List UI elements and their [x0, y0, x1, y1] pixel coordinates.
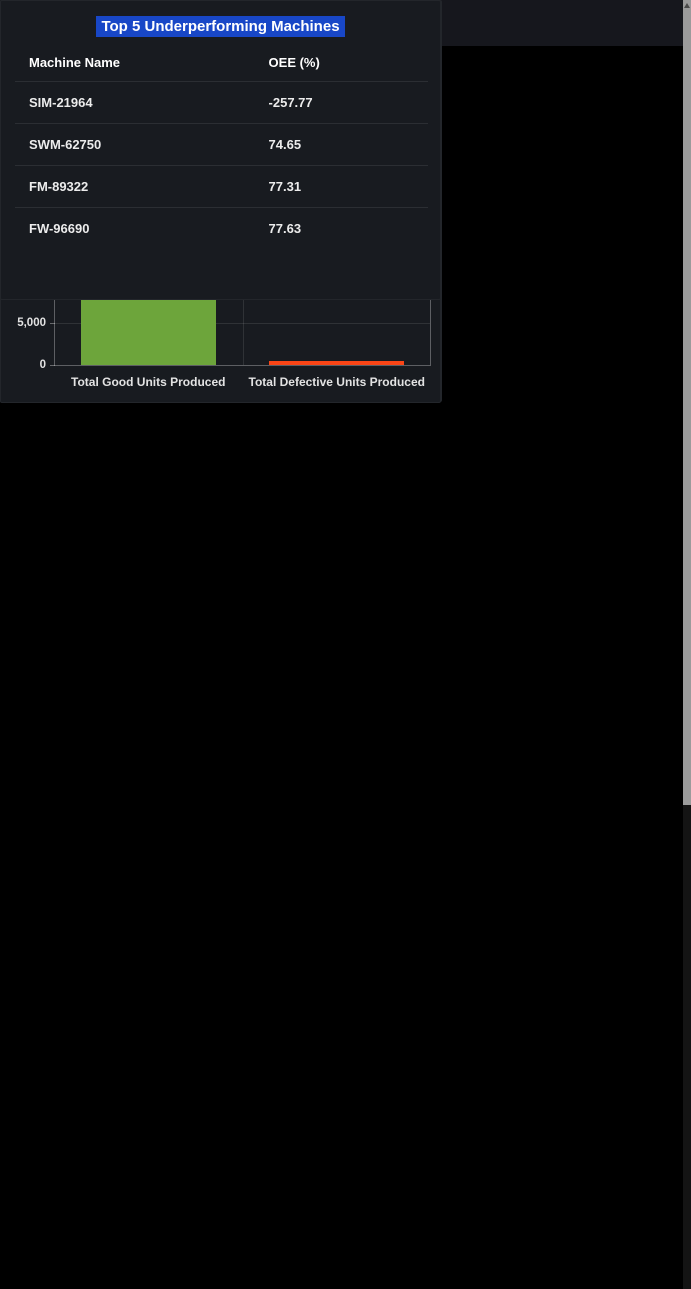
machines-table: Machine Name OEE (%) SIM-21964 -257.77 SWM-… — [15, 45, 428, 249]
x-tick-label: Total Good Units Produced — [71, 375, 226, 389]
oee-value-cell: 74.65 — [254, 122, 428, 165]
table-row: SWM-62750 74.65 — [15, 122, 428, 165]
table-title: Top 5 Underperforming Machines — [96, 16, 345, 37]
axis-tick — [50, 322, 55, 324]
oee-value-cell: 77.63 — [254, 206, 428, 249]
bar[interactable] — [268, 360, 404, 365]
table-title-wrap: Top 5 Underperforming Machines — [1, 16, 440, 37]
gridline — [55, 322, 430, 324]
table-row: FW-96690 77.63 — [15, 206, 428, 249]
column-header: OEE (%) — [268, 55, 320, 71]
y-tick-label: 0 — [39, 359, 46, 371]
table-row: FM-89322 77.31 — [15, 164, 428, 207]
scrollbar-track[interactable] — [683, 0, 691, 1289]
scroll-up-arrow-icon — [684, 3, 690, 8]
machine-name-cell: FW-96690 — [15, 206, 255, 249]
table-header-row: Machine Name OEE (%) — [15, 45, 428, 81]
scrollbar-thumb[interactable] — [683, 0, 691, 805]
table-body: SIM-21964 -257.77 SWM-62750 74.65 FM-89322 77… — [15, 80, 428, 249]
column-header: Machine Name — [29, 55, 121, 71]
x-tick-label: Total Defective Units Produced — [248, 375, 425, 389]
machine-name-cell: FM-89322 — [15, 164, 255, 207]
machine-name-cell: SIM-21964 — [15, 80, 255, 123]
panel-top5-table: Top 5 Underperforming Machines Machine N… — [0, 0, 441, 300]
table-row: SIM-21964 -257.77 — [15, 80, 428, 123]
oee-value-cell: -257.77 — [254, 80, 428, 123]
table-head: Machine Name OEE (%) — [15, 45, 428, 81]
x-axis-labels: Total Good Units Produced Total Defective… — [54, 375, 431, 389]
axis-tick — [50, 365, 55, 366]
machine-name-cell: SWM-62750 — [15, 122, 255, 165]
oee-value-cell: 77.31 — [254, 164, 428, 207]
y-tick-label: 5,000 — [17, 316, 46, 329]
